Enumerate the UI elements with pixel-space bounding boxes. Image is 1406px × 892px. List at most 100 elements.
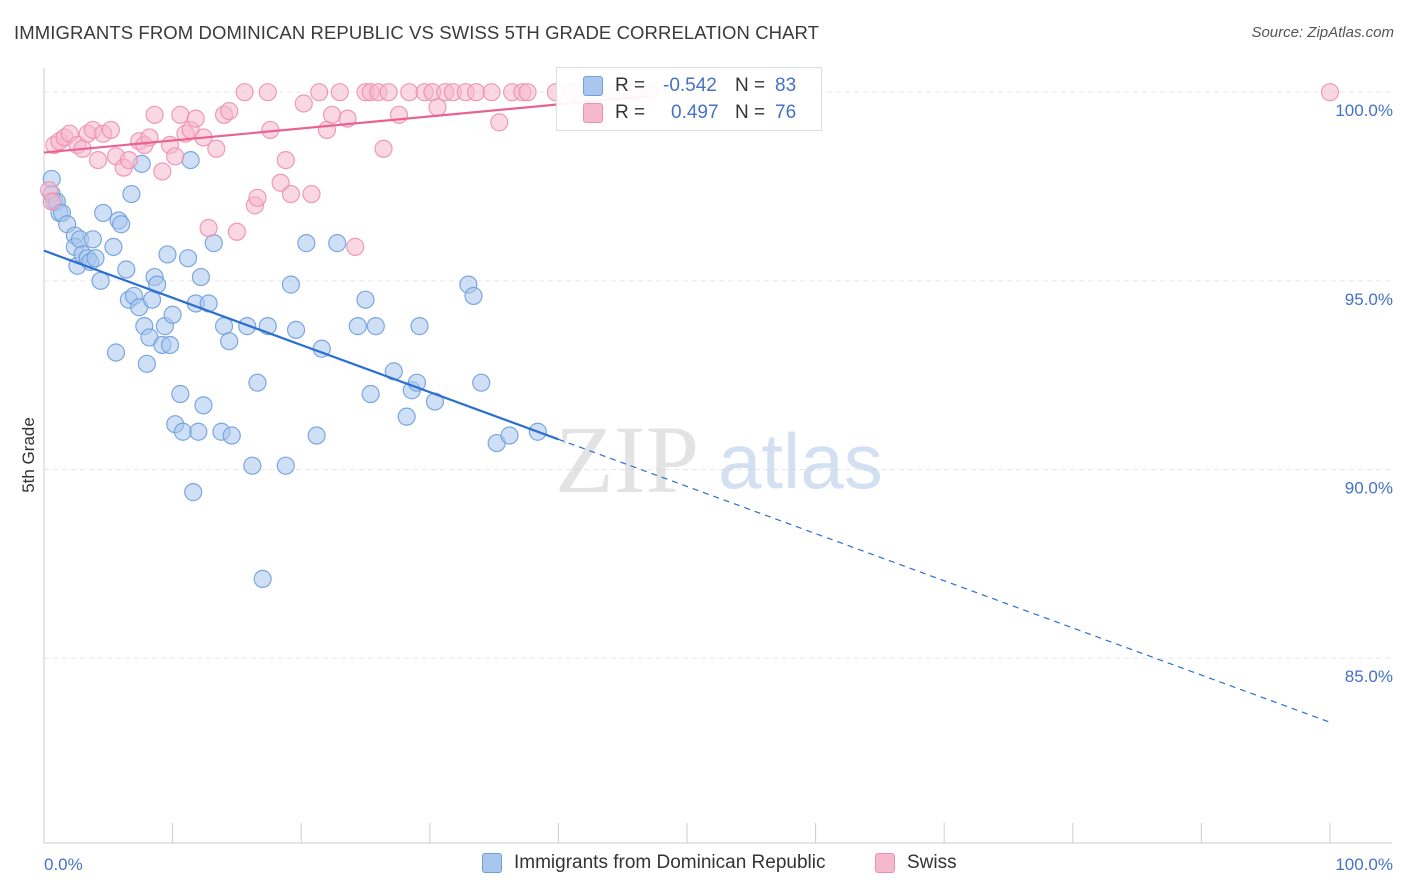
data-point-dominican: [248, 373, 267, 392]
data-point-dominican: [117, 260, 136, 279]
watermark-zip: ZIP: [555, 406, 699, 513]
grid-layer: [44, 91, 1392, 659]
data-point-swiss: [281, 184, 301, 204]
data-point-dominican: [307, 426, 326, 445]
data-point-dominican: [276, 456, 295, 475]
trend-line-dominican-extension: [558, 438, 1331, 723]
legend-r-value: 0.497: [671, 102, 719, 123]
data-point-dominican: [281, 275, 301, 294]
data-point-dominican: [204, 234, 223, 253]
data-point-dominican: [83, 230, 102, 249]
data-point-swiss: [199, 218, 218, 238]
trend-line-dominican: [43, 249, 559, 441]
data-point-dominican: [222, 426, 241, 445]
data-point-dominican: [328, 234, 347, 253]
legend-n-value: 76: [775, 102, 797, 123]
data-point-dominican: [184, 483, 203, 502]
legend-row-pink: R = 0.497 N = 76: [583, 100, 796, 126]
data-point-swiss: [466, 83, 486, 102]
data-point-dominican: [181, 150, 200, 170]
data-point-dominican: [410, 317, 429, 336]
data-point-dominican: [160, 335, 180, 355]
data-point-dominican: [163, 305, 182, 324]
data-point-swiss: [490, 113, 509, 132]
legend-r-label: R =: [615, 102, 646, 123]
data-point-swiss: [400, 83, 419, 102]
data-point-dominican: [171, 384, 190, 404]
data-point-dominican: [286, 320, 306, 339]
data-point-swiss: [227, 222, 246, 241]
chart-title: IMMIGRANTS FROM DOMINICAN REPUBLIC VS SW…: [14, 22, 820, 43]
data-point-swiss: [153, 162, 172, 181]
y-axis-label: 5th Grade: [19, 417, 38, 493]
data-point-swiss: [317, 120, 337, 140]
data-point-dominican: [366, 317, 385, 336]
series-legend-item-dominican[interactable]: Immigrants from Dominican Republic: [482, 852, 826, 874]
watermark: ZIP atlas: [555, 406, 883, 513]
legend-n-label: N =: [735, 75, 766, 96]
data-point-swiss: [145, 105, 164, 124]
legend-r-value: -0.542: [663, 75, 717, 96]
data-point-swiss: [346, 237, 365, 256]
data-point-dominican: [137, 354, 156, 373]
data-point-dominican: [297, 234, 316, 253]
data-point-dominican: [173, 422, 192, 441]
data-point-swiss: [1320, 83, 1340, 102]
data-point-swiss: [482, 83, 501, 102]
data-point-dominican: [158, 245, 177, 264]
data-point-swiss: [379, 83, 398, 102]
data-point-dominican: [106, 343, 126, 362]
data-point-dominican: [464, 286, 483, 306]
data-point-dominican: [253, 569, 272, 588]
data-point-swiss: [220, 101, 239, 121]
data-point-dominican: [194, 396, 213, 415]
data-point-swiss: [101, 120, 120, 140]
y-tick-label: 95.0%: [1345, 290, 1393, 309]
x-tick-label: 100.0%: [1335, 855, 1393, 874]
data-point-swiss: [207, 139, 226, 158]
legend-swatch-pink: [583, 103, 603, 123]
data-point-swiss: [42, 192, 61, 211]
data-point-swiss: [330, 83, 349, 102]
data-point-dominican: [348, 317, 367, 336]
data-point-dominican: [220, 332, 239, 351]
data-point-dominican: [500, 426, 519, 445]
data-point-swiss: [119, 150, 138, 170]
data-point-dominican: [178, 249, 198, 268]
data-point-swiss: [166, 147, 185, 166]
data-point-dominican: [397, 407, 416, 426]
source-label: Source: ZipAtlas.com: [1251, 24, 1394, 41]
y-tick-label: 85.0%: [1345, 667, 1393, 686]
legend-row-blue: R = -0.542 N = 83: [583, 73, 796, 99]
series-legend-item-swiss[interactable]: Swiss: [875, 852, 957, 874]
series-legend-label: Swiss: [907, 852, 957, 873]
data-point-swiss: [258, 83, 277, 102]
data-point-dominican: [86, 249, 105, 268]
trend-line-swiss: [43, 94, 649, 154]
series-legend-label: Immigrants from Dominican Republic: [514, 852, 826, 873]
data-point-dominican: [112, 215, 131, 234]
data-point-swiss: [310, 83, 329, 102]
data-point-swiss: [276, 150, 295, 170]
data-point-dominican: [91, 271, 110, 290]
y-tick-label: 100.0%: [1335, 101, 1393, 120]
data-point-swiss: [186, 109, 205, 128]
data-point-swiss: [88, 150, 108, 170]
legend-n-label: N =: [735, 102, 766, 123]
data-point-dominican: [104, 237, 123, 256]
data-point-dominican: [189, 422, 208, 441]
trend-layer: [43, 94, 1331, 723]
legend-n-value: 83: [775, 75, 797, 96]
data-point-swiss: [374, 139, 393, 158]
data-point-dominican: [191, 267, 210, 287]
data-point-dominican: [472, 373, 491, 392]
data-point-swiss: [248, 188, 267, 207]
legend-swatch-blue: [583, 76, 603, 96]
data-point-swiss: [322, 105, 342, 124]
series-swatch-pink: [875, 853, 895, 873]
legend-r-label: R =: [615, 75, 646, 96]
y-tick-label: 90.0%: [1345, 478, 1393, 497]
data-point-swiss: [302, 184, 321, 204]
data-point-swiss: [235, 83, 254, 102]
